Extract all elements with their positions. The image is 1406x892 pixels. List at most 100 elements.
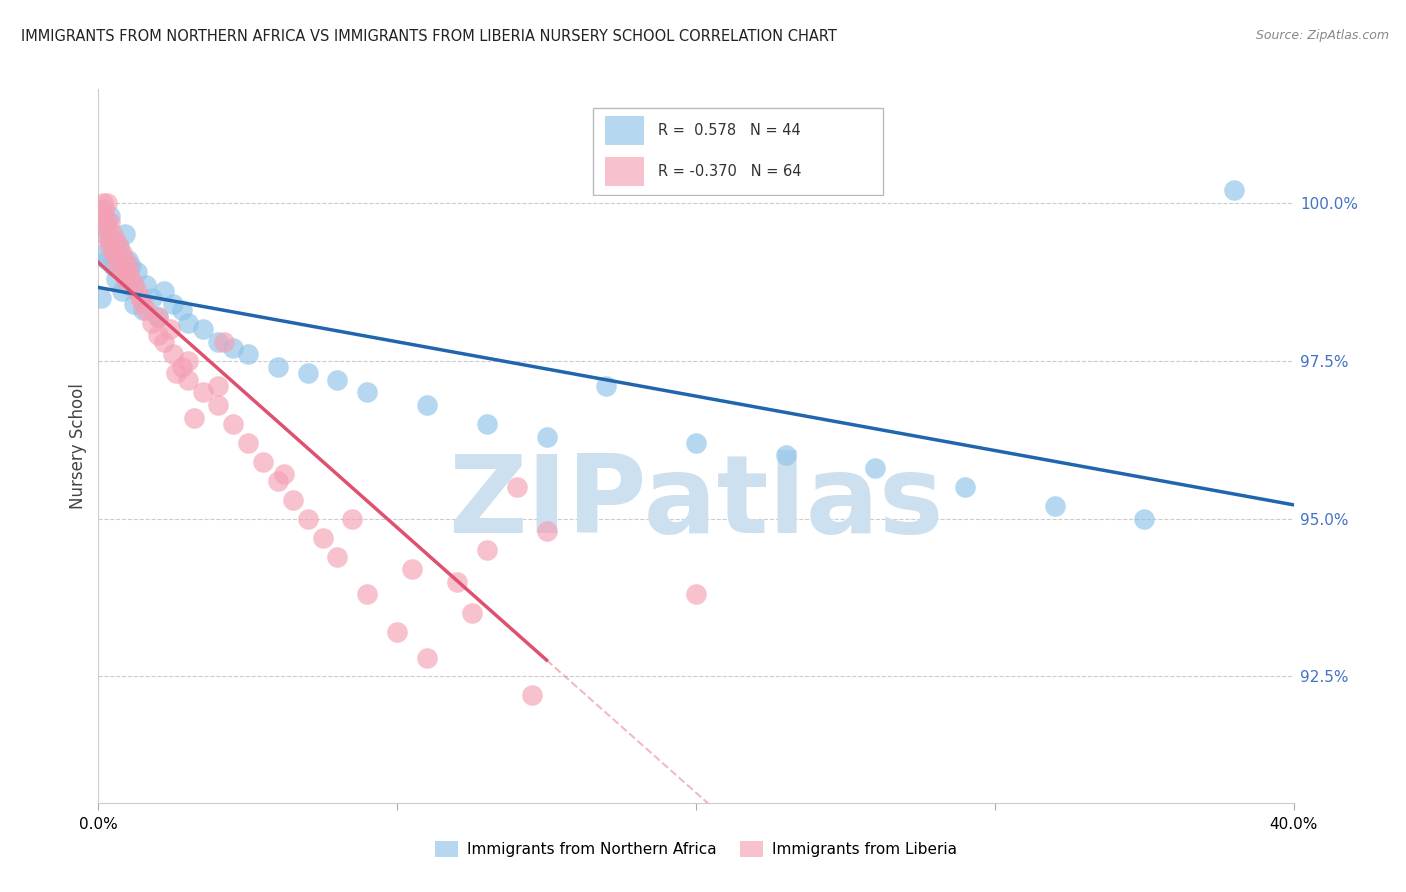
Point bbox=[111, 285, 134, 299]
Point bbox=[311, 531, 333, 545]
Point bbox=[132, 297, 155, 311]
Point bbox=[177, 353, 200, 368]
Point bbox=[135, 277, 157, 292]
Point bbox=[93, 227, 115, 242]
Point bbox=[207, 379, 229, 393]
Point bbox=[120, 271, 142, 285]
Point bbox=[117, 259, 139, 273]
Text: R = -0.370   N = 64: R = -0.370 N = 64 bbox=[658, 164, 801, 178]
Point bbox=[127, 285, 149, 299]
Point bbox=[90, 291, 112, 305]
Point bbox=[153, 285, 176, 299]
Point bbox=[162, 347, 184, 361]
Point bbox=[114, 271, 136, 285]
Point bbox=[416, 398, 439, 412]
Point bbox=[326, 549, 349, 564]
Point bbox=[135, 303, 157, 318]
Point bbox=[97, 234, 120, 248]
Point bbox=[222, 417, 245, 431]
Point bbox=[297, 511, 319, 525]
Point bbox=[93, 202, 115, 217]
Point bbox=[103, 259, 125, 273]
Point bbox=[141, 316, 163, 330]
Point bbox=[252, 455, 274, 469]
Point bbox=[506, 480, 529, 494]
Point bbox=[685, 435, 707, 450]
Bar bbox=[606, 116, 644, 145]
Point bbox=[98, 234, 122, 248]
Point bbox=[96, 221, 118, 235]
Point bbox=[108, 240, 131, 254]
Text: R =  0.578   N = 44: R = 0.578 N = 44 bbox=[658, 123, 801, 137]
Point bbox=[124, 297, 146, 311]
Point bbox=[536, 429, 558, 443]
Point bbox=[267, 360, 290, 375]
Point bbox=[775, 449, 797, 463]
Point bbox=[108, 259, 131, 273]
Bar bbox=[606, 157, 644, 186]
Point bbox=[111, 265, 134, 279]
Point bbox=[120, 259, 142, 273]
Point bbox=[129, 291, 152, 305]
Point bbox=[114, 252, 136, 267]
Point bbox=[94, 211, 117, 226]
Point bbox=[98, 240, 122, 254]
Point bbox=[132, 303, 155, 318]
Point bbox=[326, 373, 349, 387]
Point bbox=[148, 310, 170, 324]
Point bbox=[103, 227, 125, 242]
Point bbox=[1043, 499, 1066, 513]
Point bbox=[356, 385, 378, 400]
Point bbox=[191, 322, 214, 336]
Point bbox=[172, 303, 194, 318]
Point bbox=[183, 410, 205, 425]
Point bbox=[401, 562, 423, 576]
Point bbox=[177, 373, 200, 387]
Point bbox=[105, 234, 128, 248]
Point bbox=[90, 209, 112, 223]
Point bbox=[297, 367, 319, 381]
Point bbox=[191, 385, 214, 400]
Point bbox=[385, 625, 409, 640]
Point bbox=[212, 334, 235, 349]
Point bbox=[105, 271, 128, 285]
Point bbox=[96, 252, 118, 267]
Point bbox=[165, 367, 187, 381]
Point bbox=[117, 277, 139, 292]
Legend: Immigrants from Northern Africa, Immigrants from Liberia: Immigrants from Northern Africa, Immigra… bbox=[429, 835, 963, 863]
Point bbox=[520, 689, 543, 703]
Point bbox=[446, 574, 468, 589]
Point bbox=[273, 467, 295, 482]
Point bbox=[595, 379, 617, 393]
FancyBboxPatch shape bbox=[593, 108, 883, 195]
Point bbox=[96, 215, 118, 229]
Point bbox=[148, 328, 170, 343]
Point bbox=[207, 334, 229, 349]
Point bbox=[475, 417, 498, 431]
Point bbox=[1222, 183, 1246, 197]
Point bbox=[222, 341, 245, 355]
Point bbox=[281, 492, 304, 507]
Point bbox=[685, 587, 707, 601]
Point bbox=[953, 480, 976, 494]
Point bbox=[111, 246, 134, 260]
Point bbox=[342, 511, 364, 525]
Point bbox=[105, 252, 128, 267]
Point bbox=[1133, 511, 1156, 525]
Point bbox=[153, 334, 176, 349]
Point bbox=[207, 398, 229, 412]
Point bbox=[96, 195, 118, 210]
Text: Source: ZipAtlas.com: Source: ZipAtlas.com bbox=[1256, 29, 1389, 42]
Point bbox=[267, 474, 290, 488]
Point bbox=[141, 291, 163, 305]
Point bbox=[91, 195, 114, 210]
Point bbox=[117, 265, 139, 279]
Point bbox=[236, 347, 259, 361]
Point bbox=[172, 360, 194, 375]
Point bbox=[93, 221, 115, 235]
Point bbox=[127, 265, 149, 279]
Point bbox=[162, 297, 184, 311]
Point bbox=[103, 246, 125, 260]
Point bbox=[461, 607, 484, 621]
Point bbox=[863, 461, 886, 475]
